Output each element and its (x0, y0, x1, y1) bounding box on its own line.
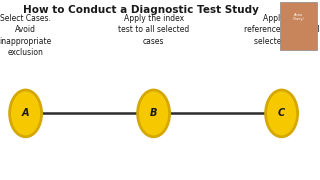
Text: A: A (22, 108, 29, 118)
Ellipse shape (138, 90, 170, 137)
Text: B: B (150, 108, 157, 118)
Text: Select Cases.
Avoid
inappropriate
exclusion: Select Cases. Avoid inappropriate exclus… (0, 14, 52, 57)
FancyBboxPatch shape (280, 2, 317, 50)
Text: Apply the index
test to all selected
cases: Apply the index test to all selected cas… (118, 14, 189, 46)
Text: Anna
Cheryl: Anna Cheryl (293, 13, 304, 21)
Text: C: C (278, 108, 285, 118)
Text: Apply the
reference test to all
selected cases: Apply the reference test to all selected… (244, 14, 319, 46)
Ellipse shape (10, 90, 42, 137)
Text: How to Conduct a Diagnostic Test Study: How to Conduct a Diagnostic Test Study (23, 5, 259, 15)
Ellipse shape (266, 90, 298, 137)
